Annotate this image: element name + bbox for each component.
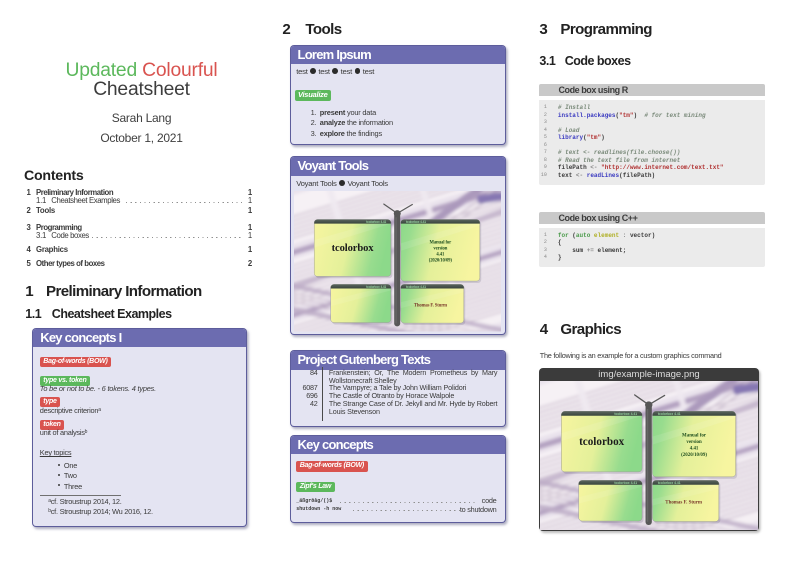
svg-text:version: version (686, 440, 702, 445)
svg-text:Thomas F. Sturm: Thomas F. Sturm (665, 500, 703, 505)
svg-text:tcolorbox 4.41: tcolorbox 4.41 (658, 412, 681, 416)
svg-text:tcolorbox 4.41: tcolorbox 4.41 (614, 481, 637, 485)
svg-text:version: version (433, 246, 447, 251)
svg-text:tcolorbox 4.41: tcolorbox 4.41 (658, 481, 681, 485)
svg-text:tcolorbox 4.41: tcolorbox 4.41 (405, 285, 425, 289)
svg-text:tcolorbox 4.41: tcolorbox 4.41 (405, 220, 425, 224)
svg-text:4.41: 4.41 (690, 446, 699, 451)
svg-text:tcolorbox: tcolorbox (579, 436, 625, 448)
svg-text:Manual for: Manual for (682, 433, 707, 438)
svg-text:4.41: 4.41 (436, 252, 445, 257)
svg-text:tcolorbox 4.41: tcolorbox 4.41 (366, 220, 386, 224)
svg-text:(2020/10/09): (2020/10/09) (681, 452, 707, 457)
svg-text:(2020/10/09): (2020/10/09) (428, 258, 452, 263)
svg-text:tcolorbox 4.41: tcolorbox 4.41 (614, 412, 637, 416)
svg-text:Thomas F. Sturm: Thomas F. Sturm (413, 303, 446, 308)
svg-text:tcolorbox 4.41: tcolorbox 4.41 (366, 285, 386, 289)
svg-text:tcolorbox: tcolorbox (331, 243, 374, 254)
svg-text:Manual for: Manual for (429, 240, 451, 245)
